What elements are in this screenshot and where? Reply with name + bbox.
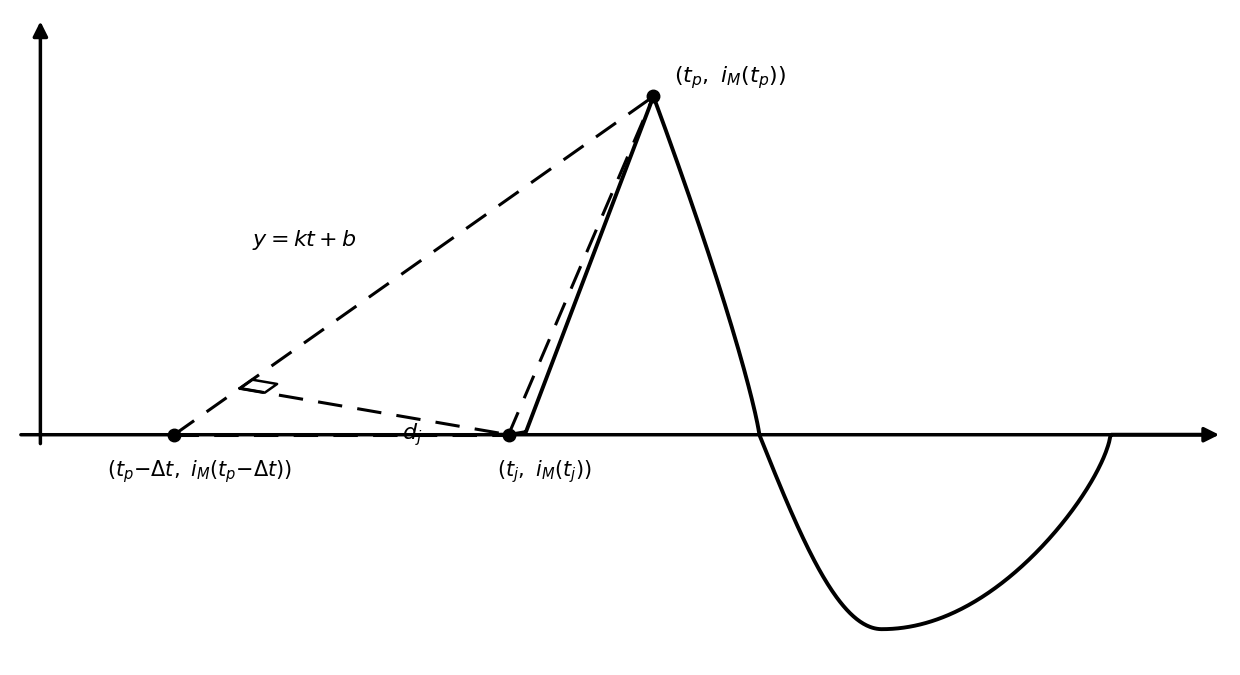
Text: $(t_j,\ i_M(t_j))$: $(t_j,\ i_M(t_j))$ (497, 458, 593, 485)
Text: $d_j$: $d_j$ (402, 421, 423, 448)
Text: $(t_p,\ i_M(t_p))$: $(t_p,\ i_M(t_p))$ (673, 63, 786, 90)
Text: $(t_p{-}\Delta t,\ i_M(t_p{-}\Delta t))$: $(t_p{-}\Delta t,\ i_M(t_p{-}\Delta t))$ (108, 458, 293, 485)
Text: $y = kt + b$: $y = kt + b$ (252, 228, 357, 252)
